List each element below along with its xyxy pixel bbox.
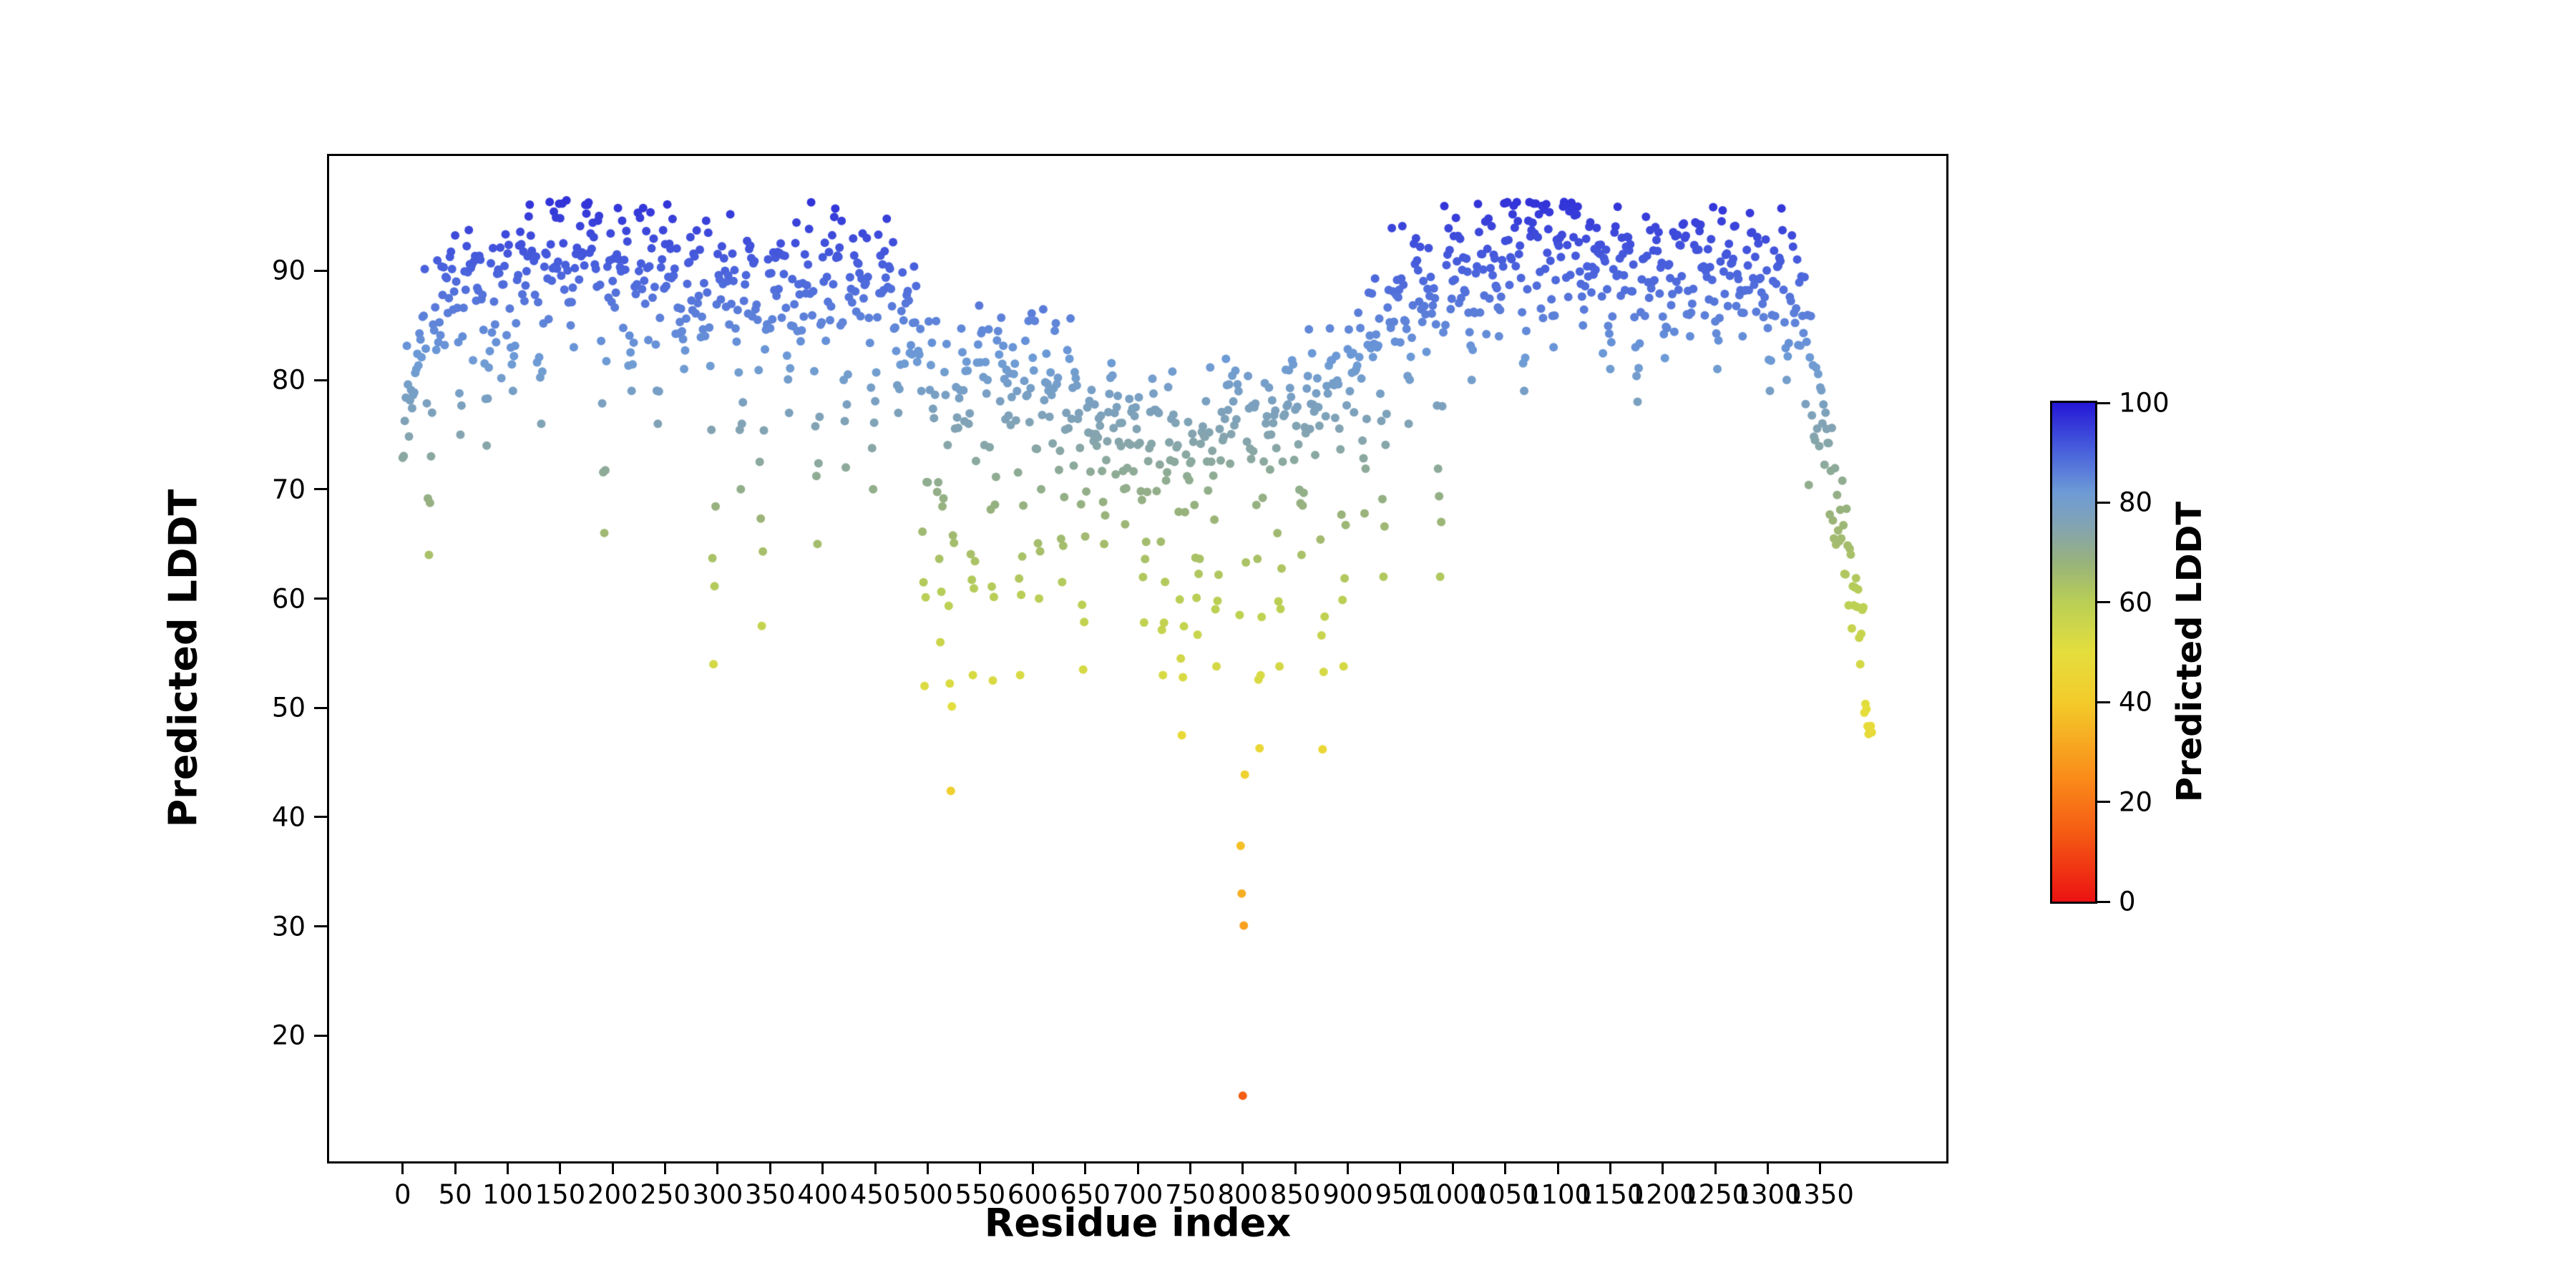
colorbar [2050, 401, 2097, 904]
x-tick-label: 700 [1112, 1179, 1163, 1210]
x-tick-label: 50 [438, 1179, 472, 1210]
y-tick-mark [314, 1034, 327, 1037]
colorbar-tick-label: 100 [2119, 387, 2170, 419]
x-tick-label: 350 [745, 1179, 796, 1210]
y-tick-mark [314, 379, 327, 381]
x-tick-mark [1819, 1161, 1822, 1174]
x-axis-label: Residue index [984, 1200, 1292, 1246]
scatter-canvas [329, 156, 1946, 1161]
colorbar-tick-mark [2097, 801, 2110, 804]
x-tick-mark [506, 1161, 509, 1174]
x-tick-mark [926, 1161, 929, 1174]
colorbar-label: Predicted LDDT [2170, 501, 2210, 803]
y-tick-label: 50 [271, 692, 306, 723]
x-tick-mark [821, 1161, 824, 1174]
y-tick-label: 40 [271, 801, 306, 833]
x-tick-mark [559, 1161, 562, 1174]
y-tick-label: 90 [271, 255, 306, 286]
x-tick-label: 1250 [1682, 1179, 1750, 1210]
x-tick-mark [1399, 1161, 1402, 1174]
y-tick-mark [314, 706, 327, 709]
x-tick-label: 0 [394, 1179, 411, 1210]
y-tick-label: 80 [271, 364, 306, 396]
x-tick-label: 900 [1322, 1179, 1373, 1210]
x-tick-mark [611, 1161, 614, 1174]
x-tick-mark [1189, 1161, 1191, 1174]
x-tick-mark [1241, 1161, 1244, 1174]
x-tick-label: 750 [1165, 1179, 1216, 1210]
y-tick-mark [314, 269, 327, 272]
colorbar-tick-mark [2097, 900, 2110, 903]
x-tick-label: 450 [849, 1179, 901, 1210]
x-tick-label: 1050 [1471, 1179, 1539, 1210]
x-tick-mark [1609, 1161, 1611, 1174]
x-tick-label: 950 [1375, 1179, 1426, 1210]
y-tick-mark [314, 925, 327, 928]
x-tick-mark [1451, 1161, 1454, 1174]
x-tick-mark [1714, 1161, 1717, 1174]
x-tick-mark [1767, 1161, 1770, 1174]
x-tick-mark [1031, 1161, 1034, 1174]
colorbar-tick-mark [2097, 501, 2110, 504]
x-tick-mark [1084, 1161, 1087, 1174]
y-axis-label: Predicted LDDT [160, 489, 206, 828]
y-tick-mark [314, 597, 327, 600]
x-tick-mark [1347, 1161, 1349, 1174]
x-tick-label: 100 [482, 1179, 533, 1210]
x-tick-label: 250 [640, 1179, 691, 1210]
x-tick-mark [874, 1161, 877, 1174]
colorbar-tick-mark [2097, 401, 2110, 404]
colorbar-tick-label: 20 [2119, 786, 2153, 818]
x-tick-mark [1136, 1161, 1139, 1174]
colorbar-tick-label: 0 [2119, 886, 2136, 917]
x-tick-mark [1504, 1161, 1507, 1174]
x-tick-mark [401, 1161, 404, 1174]
x-tick-mark [1556, 1161, 1559, 1174]
x-tick-label: 400 [797, 1179, 849, 1210]
x-tick-mark [769, 1161, 771, 1174]
x-tick-label: 1150 [1576, 1179, 1644, 1210]
colorbar-tick-label: 40 [2119, 686, 2153, 718]
x-tick-label: 1000 [1419, 1179, 1487, 1210]
x-tick-label: 550 [955, 1179, 1006, 1210]
x-tick-label: 150 [535, 1179, 586, 1210]
x-tick-label: 500 [902, 1179, 953, 1210]
x-tick-label: 1350 [1786, 1179, 1854, 1210]
x-tick-label: 200 [587, 1179, 638, 1210]
x-tick-mark [1294, 1161, 1297, 1174]
colorbar-tick-mark [2097, 701, 2110, 703]
x-tick-label: 1300 [1734, 1179, 1802, 1210]
x-tick-label: 650 [1060, 1179, 1111, 1210]
x-tick-label: 600 [1007, 1179, 1058, 1210]
y-tick-label: 20 [271, 1020, 306, 1051]
colorbar-tick-label: 80 [2119, 487, 2153, 518]
x-tick-label: 1200 [1629, 1179, 1697, 1210]
x-tick-mark [716, 1161, 719, 1174]
x-tick-label: 800 [1217, 1179, 1269, 1210]
y-tick-label: 70 [271, 474, 306, 505]
x-tick-mark [664, 1161, 667, 1174]
y-tick-mark [314, 488, 327, 491]
y-tick-mark [314, 816, 327, 819]
x-tick-label: 300 [692, 1179, 743, 1210]
x-tick-mark [1662, 1161, 1664, 1174]
x-tick-label: 850 [1269, 1179, 1321, 1210]
x-tick-mark [454, 1161, 457, 1174]
x-tick-label: 1100 [1523, 1179, 1592, 1210]
x-tick-mark [979, 1161, 982, 1174]
y-tick-label: 60 [271, 583, 306, 614]
y-tick-label: 30 [271, 911, 306, 942]
colorbar-tick-label: 60 [2119, 587, 2153, 618]
plot-area [327, 154, 1948, 1163]
colorbar-tick-mark [2097, 601, 2110, 604]
